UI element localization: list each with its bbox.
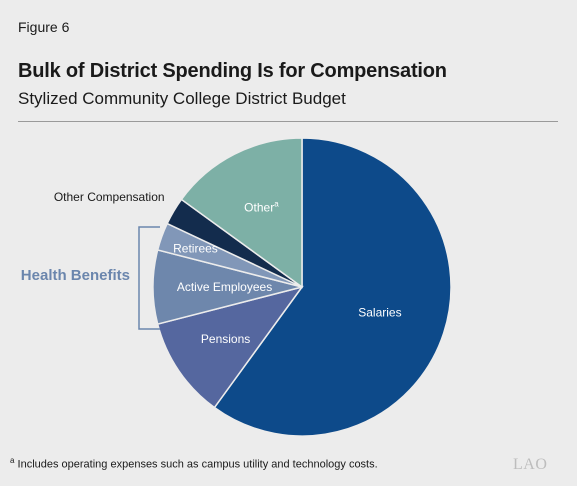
health-benefits-bracket [138, 226, 160, 330]
slice-label-salaries: Salaries [358, 305, 401, 319]
title-divider [18, 121, 558, 122]
figure-label: Figure 6 [18, 19, 70, 35]
footnote-marker: a [10, 456, 15, 465]
slice-label-other: Othera [244, 199, 279, 214]
chart-title: Bulk of District Spending Is for Compens… [18, 60, 447, 82]
slice-label-other-compensation: Other Compensation [54, 190, 165, 204]
pie-slice-salaries [213, 137, 452, 437]
chart-subtitle: Stylized Community College District Budg… [18, 89, 346, 108]
slice-label-pensions: Pensions [201, 332, 250, 346]
slice-footnote-marker: a [274, 199, 279, 208]
slice-label-retirees: Retirees [173, 242, 218, 256]
group-label-health-benefits: Health Benefits [21, 267, 130, 284]
footnote-text: Includes operating expenses such as camp… [17, 458, 378, 471]
footnote: a Includes operating expenses such as ca… [10, 456, 378, 471]
slice-label-active-employees: Active Employees [177, 280, 272, 294]
pie-slice-other [180, 137, 303, 289]
lao-logo: LAO [513, 456, 548, 473]
